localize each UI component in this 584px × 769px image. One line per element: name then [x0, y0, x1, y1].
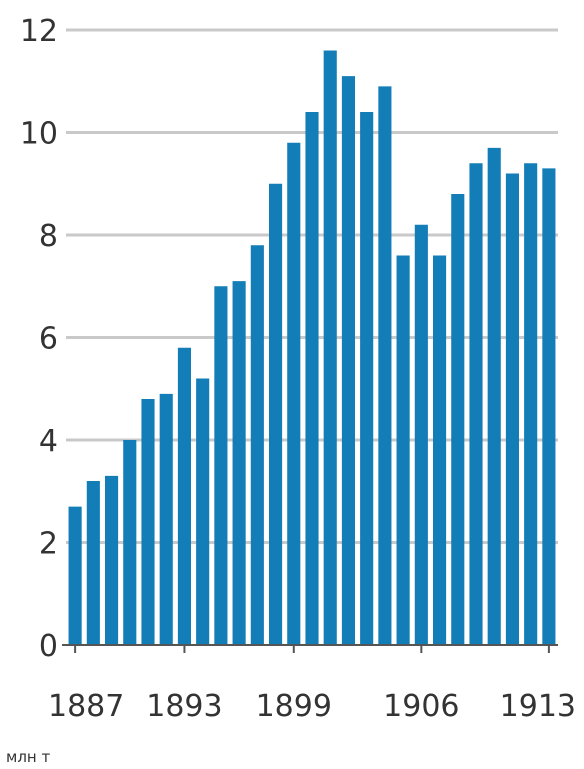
x-tick-label: 1893 — [146, 689, 222, 724]
y-tick-labels: 0 2 4 6 8 10 12 — [20, 14, 58, 664]
bar — [341, 76, 356, 645]
bar — [360, 112, 374, 645]
x-tick-label: 1913 — [500, 689, 576, 724]
bar — [414, 224, 428, 645]
bar — [141, 399, 155, 645]
bar — [177, 347, 192, 645]
bar — [378, 86, 392, 645]
bar — [323, 50, 337, 645]
y-tick-label: 10 — [20, 117, 58, 152]
x-tick-label: 1906 — [383, 689, 459, 724]
bar — [214, 286, 228, 645]
x-tick-label: 1899 — [256, 689, 332, 724]
y-tick-label: 0 — [39, 629, 58, 664]
unit-label: млн т — [6, 748, 51, 766]
bar — [123, 440, 137, 645]
y-tick-label: 12 — [20, 14, 58, 49]
y-tick-label: 4 — [39, 424, 58, 459]
x-tick-label: 1887 — [48, 689, 124, 724]
bar — [250, 245, 264, 645]
bar — [505, 173, 520, 645]
bar — [159, 393, 173, 645]
bar — [432, 255, 447, 645]
bar — [542, 168, 556, 645]
x-tick-labels: 1887 1893 1899 1906 1913 — [48, 689, 576, 724]
bar — [396, 255, 410, 645]
bar — [196, 378, 210, 645]
bar — [287, 142, 301, 645]
y-tick-label: 8 — [39, 219, 58, 254]
bar — [104, 475, 119, 645]
bar — [487, 147, 501, 645]
y-tick-label: 6 — [39, 322, 58, 357]
bar — [86, 481, 100, 645]
bars — [68, 50, 556, 645]
y-tick-label: 2 — [39, 527, 58, 562]
bar — [232, 281, 246, 645]
bar — [305, 112, 319, 645]
bar — [451, 194, 465, 645]
bar — [268, 183, 283, 645]
bar — [524, 163, 538, 645]
axes — [62, 644, 558, 653]
bar — [68, 506, 82, 645]
bar — [469, 163, 483, 645]
